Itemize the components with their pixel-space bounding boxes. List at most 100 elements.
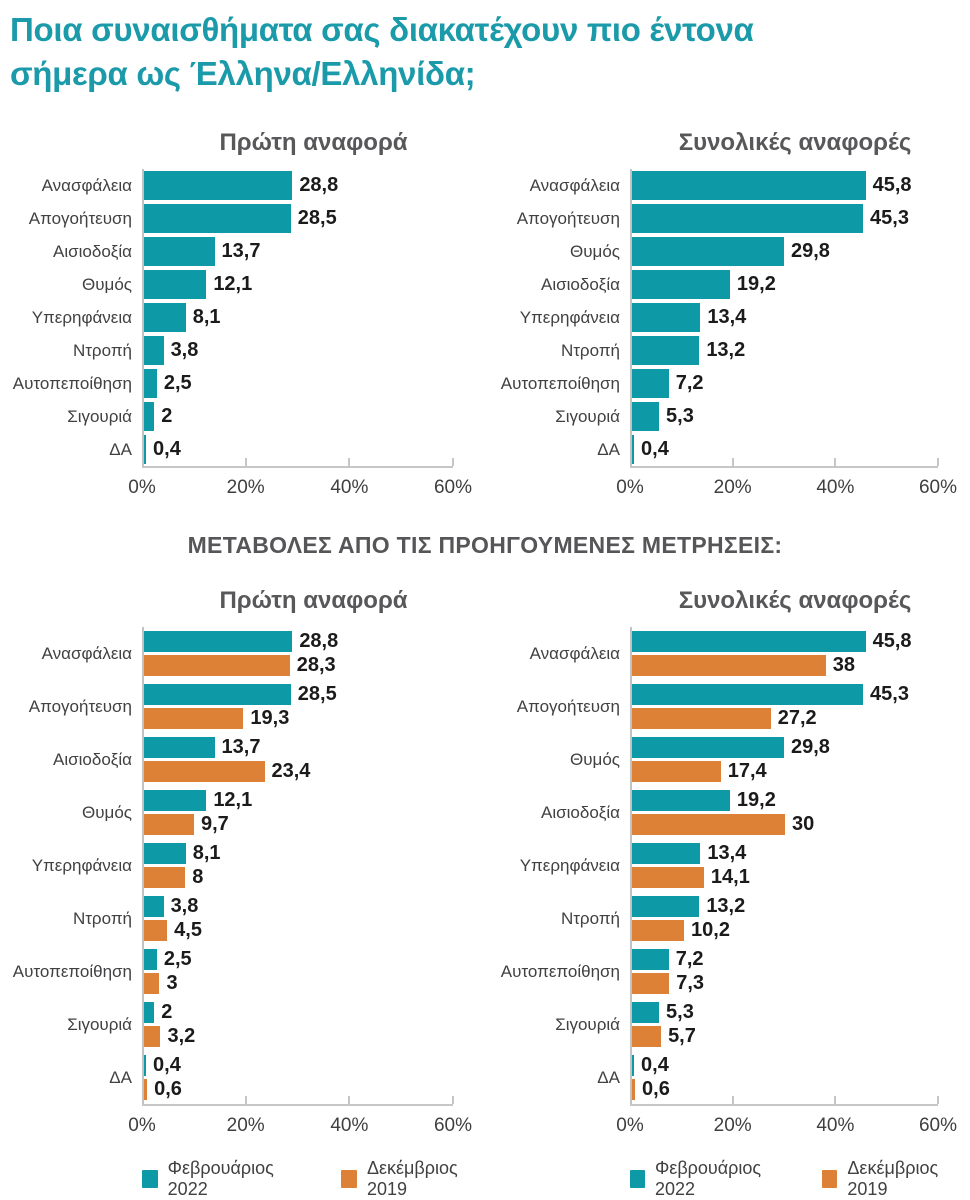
chart-title: Συνολικές αναφορές (678, 129, 912, 157)
category-labels-column: Ανασφάλεια Απογοήτευση Αισιοδοξία Θυμός Υπερ… (10, 627, 142, 1148)
bar-group: 13,4 (632, 301, 938, 334)
value-label: 38 (832, 654, 856, 677)
bar-teal (632, 435, 635, 465)
bar-line: 45,8 (632, 171, 938, 201)
bar-teal (144, 896, 164, 918)
bar-group: 3,8 4,5 (144, 892, 453, 945)
bar-group: 13,7 23,4 (144, 733, 453, 786)
bar-group: 28,8 28,3 (144, 627, 453, 680)
legend-item: Φεβρουάριος 2022 (142, 1158, 299, 1200)
category-label: Σιγουριά (555, 406, 620, 426)
bar-orange (632, 1079, 636, 1101)
value-label: 13,4 (707, 842, 747, 865)
value-label: 5,3 (666, 405, 694, 428)
legend-item: Φεβρουάριος 2022 (630, 1158, 780, 1200)
axis-tick-label: 0% (616, 477, 644, 499)
category-label: Υπερηφάνεια (519, 855, 620, 875)
value-label: 13,2 (706, 895, 746, 918)
category-label: Υπερηφάνεια (31, 307, 132, 327)
bar-line: 5,3 (632, 402, 938, 432)
category-label: Αισιοδοξία (53, 749, 132, 769)
bar-line: 13,4 (632, 303, 938, 333)
bar-group: 12,1 (144, 268, 453, 301)
value-label: 13,7 (221, 736, 261, 759)
bar-line: 9,7 (144, 813, 453, 836)
bar-line: 10,2 (632, 919, 938, 942)
bar-group: 45,8 (632, 169, 938, 202)
bar-line: 13,4 (632, 842, 938, 865)
axis-tick-label: 20% (226, 1115, 265, 1137)
category-label: Απογοήτευση (516, 696, 620, 716)
bar-line: 29,8 (632, 237, 938, 267)
bar-orange (632, 973, 670, 995)
bar-line: 7,2 (632, 948, 938, 971)
bar-teal (144, 790, 207, 812)
bar-line: 19,2 (632, 270, 938, 300)
bar-orange (632, 814, 785, 836)
category-labels-column: Ανασφάλεια Απογοήτευση Θυμός Αισιοδοξία Υπερ… (485, 627, 630, 1148)
bar-group: 0,4 0,6 (632, 1051, 938, 1104)
bar-orange (144, 708, 244, 730)
bar-line: 27,2 (632, 707, 938, 730)
bars-column: 28,8 28,3 28,5 19,3 13,7 23,4 12,1 9,7 8,1 8 3,8 4,… (128, 627, 485, 1148)
value-label: 3,8 (170, 895, 199, 918)
category-label: Αυτοπεποίθηση (12, 373, 132, 393)
bar-teal (632, 402, 660, 432)
bar-group: 13,4 14,1 (632, 839, 938, 892)
category-label: Απογοήτευση (28, 696, 132, 716)
bar-line: 0,6 (144, 1078, 453, 1101)
chart-first-mention-comparison: Πρώτη αναφορά Ανασφάλεια Απογοήτευση Αισιο… (10, 587, 485, 1200)
value-label: 30 (792, 813, 815, 836)
category-label: Ανασφάλεια (41, 175, 132, 195)
chart-total-mentions: Συνολικές αναφορές Ανασφάλεια Απογοήτευση… (485, 129, 960, 510)
value-label: 0,6 (642, 1078, 670, 1101)
bar-line: 23,4 (144, 760, 453, 783)
bar-teal (632, 631, 866, 653)
bar-line: 19,3 (144, 707, 453, 730)
bar-line: 0,4 (144, 1054, 453, 1077)
category-label: Ντροπή (560, 908, 620, 928)
axis-tick (244, 458, 247, 467)
bar-line: 4,5 (144, 919, 453, 942)
axis-tick (731, 458, 734, 467)
bar-group: 29,8 17,4 (632, 733, 938, 786)
category-label: Υπερηφάνεια (31, 855, 132, 875)
bar-line: 38 (632, 654, 938, 677)
bar-group: 45,3 27,2 (632, 680, 938, 733)
bar-teal (632, 336, 700, 366)
bar-orange (632, 920, 685, 942)
value-label: 19,2 (736, 789, 776, 812)
category-label: Αυτοπεποίθηση (12, 961, 132, 981)
bar-line: 17,4 (632, 760, 938, 783)
bar-group: 13,7 (144, 235, 453, 268)
bar-teal (632, 684, 864, 706)
value-label: 28,8 (299, 174, 339, 197)
category-label: Απογοήτευση (28, 208, 132, 228)
axis-tick (452, 1096, 454, 1105)
axis-tick-label: 40% (816, 1115, 855, 1137)
legend-swatch-orange (822, 1170, 838, 1189)
bar-teal (632, 204, 864, 234)
category-label: ΔΑ (597, 439, 620, 459)
value-label: 23,4 (271, 760, 311, 783)
bar-line: 0,4 (632, 1054, 938, 1077)
page-title: Ποια συναισθήματα σας διακατέχουν πιο έν… (10, 11, 754, 92)
bar-teal (632, 369, 669, 399)
bar-orange (144, 1079, 148, 1101)
category-label: Αυτοπεποίθηση (500, 373, 620, 393)
value-label: 0,4 (641, 438, 669, 461)
category-label: Ανασφάλεια (529, 643, 620, 663)
axis-tick-label: 0% (616, 1115, 644, 1137)
axis-tick (937, 1096, 939, 1105)
axis-tick (244, 1096, 247, 1105)
value-label: 2,5 (163, 372, 192, 395)
bars-column: 45,8 45,3 29,8 19,2 13,4 13,2 7,2 5,3 0,4 0% 20% 4… (616, 169, 960, 510)
bar-line: 5,7 (632, 1025, 938, 1048)
legend-swatch-orange (341, 1170, 357, 1189)
bar-group: 19,2 (632, 268, 938, 301)
axis-tick-label: 0% (128, 477, 156, 499)
x-axis: 0% 20% 40% 60% (616, 1096, 957, 1148)
bar-teal (144, 843, 186, 865)
bar-teal (632, 843, 701, 865)
bar-teal (144, 237, 215, 267)
